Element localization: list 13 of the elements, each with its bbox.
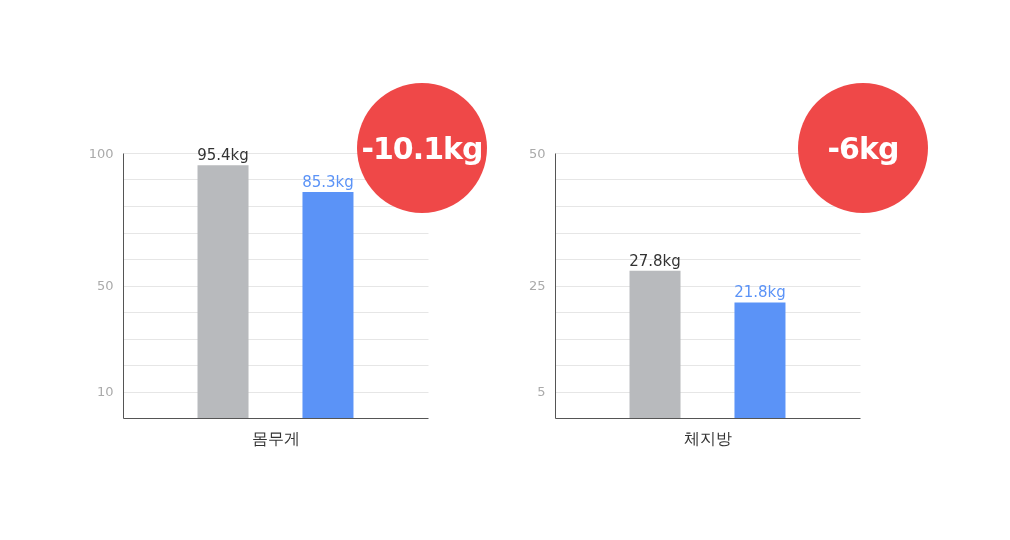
data-label: 95.4kg <box>197 146 249 165</box>
data-label: 85.3kg <box>302 172 354 191</box>
y-tick-label: 100 <box>88 145 114 161</box>
round-badge: -6kg <box>798 83 928 213</box>
y-tick-label: 50 <box>96 278 114 293</box>
y-tick-label: 10 <box>96 384 114 399</box>
x-axis-title: 몸무게 <box>252 428 300 448</box>
y-tick-label: 25 <box>528 278 546 293</box>
x-axis-title: 체지방 <box>684 428 732 448</box>
data-label: 21.8kg <box>734 283 786 302</box>
data-label: 27.8kg <box>629 251 681 270</box>
y-tick-label: 50 <box>528 145 546 161</box>
y-tick-label: 5 <box>537 384 546 399</box>
